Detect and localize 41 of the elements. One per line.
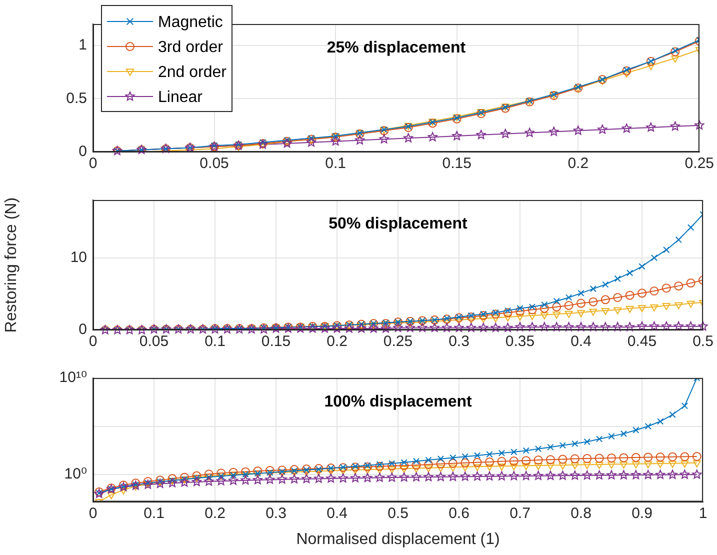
- legend-label: Magnetic: [158, 14, 223, 31]
- x-tick-label: 0.05: [200, 155, 229, 172]
- x-tick-label: 0.2: [326, 333, 348, 350]
- x-tick-label: 1: [698, 504, 708, 522]
- x-tick-label: 0.1: [204, 333, 226, 350]
- x-tick-label: 0.6: [448, 504, 470, 522]
- y-tick-label: 10⁰: [64, 466, 87, 483]
- x-tick-label: 0.1: [325, 155, 346, 172]
- legend-label: Linear: [158, 88, 204, 106]
- y-tick-label: 10¹⁰: [59, 369, 87, 386]
- y-tick-label: 0: [78, 321, 87, 338]
- x-tick-label: 0.5: [388, 504, 408, 522]
- x-tick-label: 0.4: [326, 504, 348, 522]
- x-tick-label: 0.35: [505, 333, 535, 350]
- y-tick-label: 0.5: [66, 90, 87, 107]
- x-tick-label: 0.25: [383, 333, 413, 350]
- x-tick-label: 0.15: [261, 333, 291, 350]
- legend-label: 3rd order: [158, 38, 224, 56]
- text: 100% displacement: [324, 393, 472, 410]
- x-tick-label: 0.8: [570, 504, 592, 522]
- y-axis-title: Restoring force (N): [3, 197, 20, 333]
- x-tick-label: 0.15: [442, 155, 472, 172]
- x-tick-label: 0.9: [632, 504, 652, 522]
- x-tick-label: 0.2: [568, 155, 589, 172]
- y-tick-label: 0: [78, 143, 87, 160]
- legend-label: 2nd order: [158, 64, 228, 81]
- x-tick-label: 0.1: [144, 504, 164, 522]
- x-tick-label: 0.25: [684, 155, 714, 172]
- x-tick-label: 0.05: [139, 333, 169, 350]
- x-tick-label: 0.2: [204, 504, 226, 522]
- x-axis-title: Normalised displacement (1): [296, 530, 500, 548]
- x-tick-label: 0.5: [692, 333, 714, 350]
- x-tick-label: 0.3: [448, 333, 470, 350]
- x-tick-label: 0.4: [570, 333, 592, 350]
- x-tick-label: 0.7: [510, 504, 530, 522]
- x-tick-label: 0.3: [266, 504, 286, 522]
- y-tick-label: 10: [70, 248, 87, 266]
- text: 50% displacement: [328, 215, 468, 232]
- x-tick-label: 0.45: [627, 333, 657, 350]
- y-tick-label: 1: [78, 36, 87, 54]
- text: 25% displacement: [326, 39, 466, 56]
